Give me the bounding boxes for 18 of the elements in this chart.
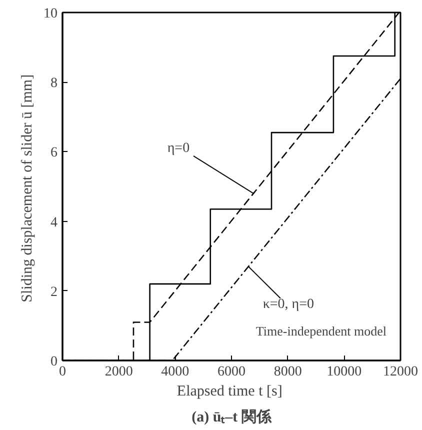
y-tick-label: 2: [50, 284, 58, 300]
annotation: Time-independent model: [256, 324, 387, 338]
x-tick-label: 2000: [104, 364, 133, 380]
annotation: κ=0, η=0: [262, 297, 314, 312]
x-tick-label: 8000: [274, 364, 302, 380]
x-tick-label: 12000: [383, 364, 418, 380]
x-tick-label: 6000: [218, 364, 246, 380]
text: (a) ūₜ–t 関係: [192, 408, 272, 426]
x-tick-label: 4000: [161, 364, 190, 380]
y-tick-label: 6: [50, 146, 58, 161]
y-tick-label: 0: [50, 354, 58, 370]
y-tick-label: 8: [50, 76, 58, 92]
x-tick-label: 10000: [326, 364, 362, 380]
y-tick-label: 4: [50, 215, 58, 230]
y-axis-title: Sliding displacement of slider ū [mm]: [20, 74, 36, 302]
annotation: η=0: [167, 140, 190, 156]
y-tick-label: 10: [44, 6, 58, 22]
x-axis-title: Elapsed time t [s]: [176, 384, 282, 400]
